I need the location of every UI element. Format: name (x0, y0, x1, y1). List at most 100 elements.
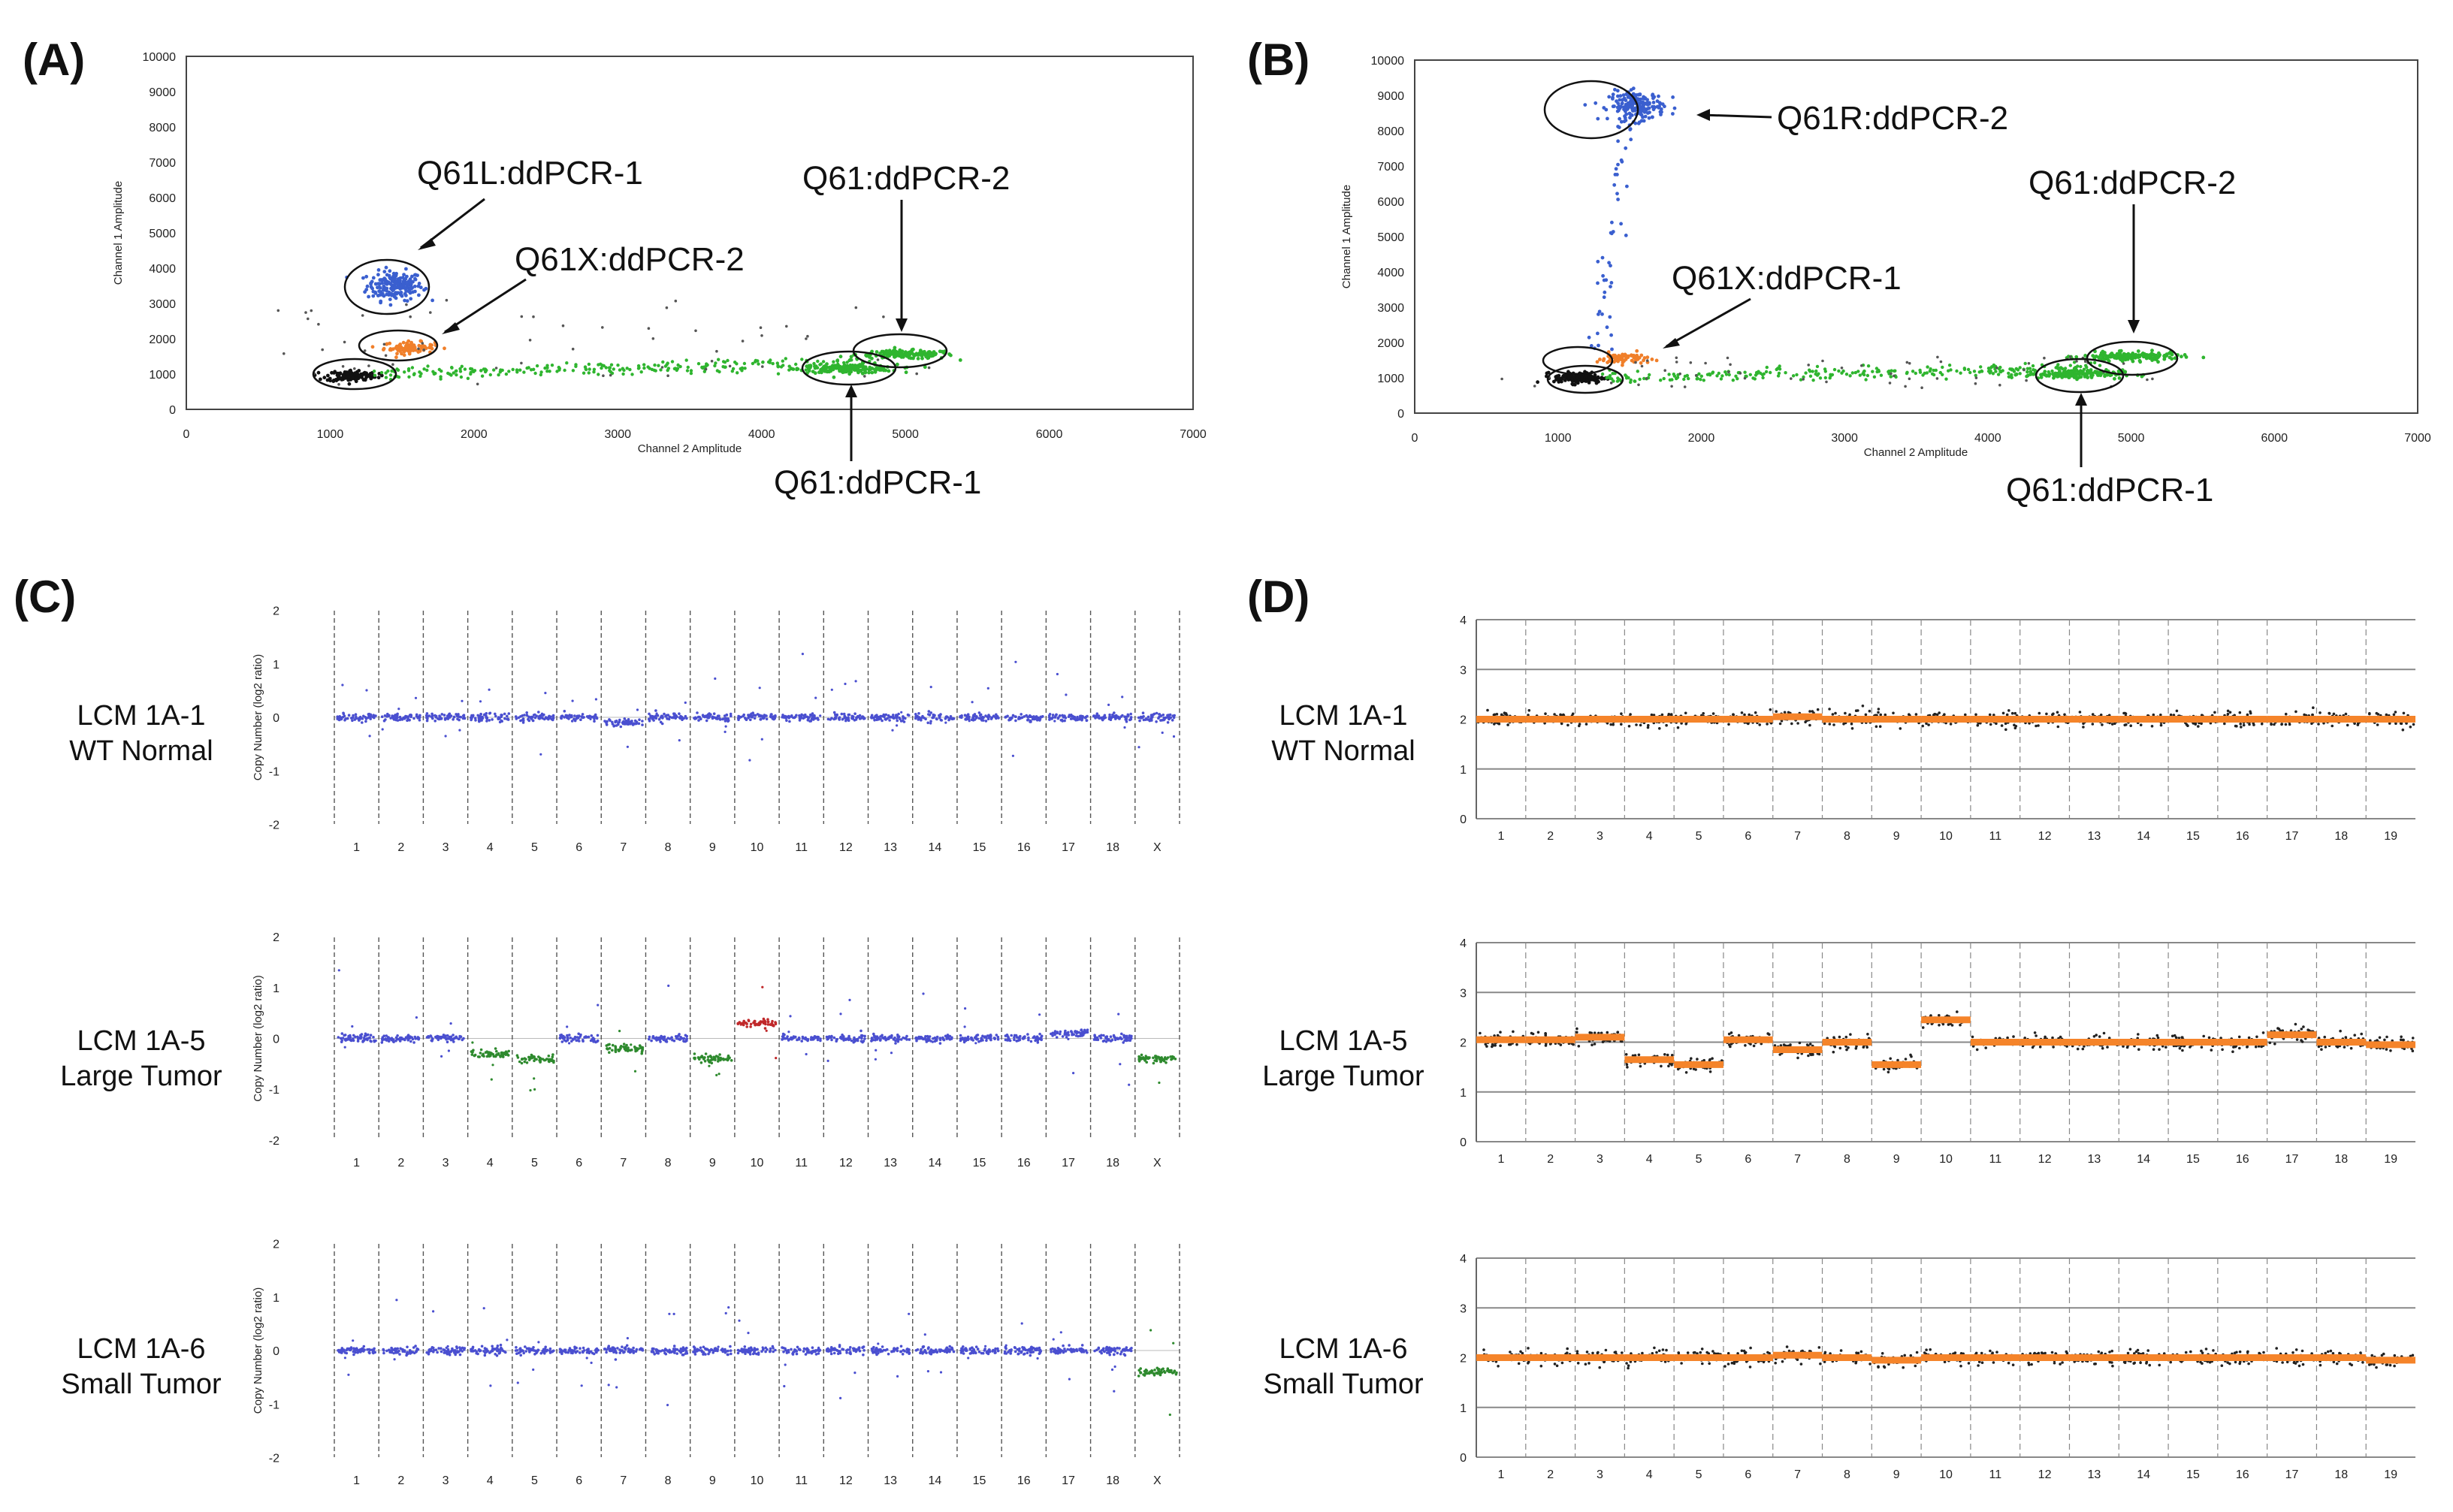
panel-c-probe-point (499, 1343, 503, 1347)
panel-a-droplet-blue (390, 293, 394, 297)
panel-b-droplet-green (1717, 371, 1720, 376)
panel-a-y-tick-label: 10000 (143, 51, 177, 64)
panel-c-probe-point (722, 1058, 725, 1061)
panel-c-probe-point (354, 1348, 358, 1352)
panel-b-droplet-green (2138, 354, 2143, 358)
panel-c-probe-point (663, 1036, 666, 1039)
panel-c-probe-point (350, 717, 353, 720)
panel-b-droplet-green (1818, 376, 1823, 380)
panel-b-droplet-green (1968, 370, 1972, 375)
panel-a-droplet-green (666, 361, 669, 365)
panel-c-probe-point (1026, 1033, 1029, 1036)
panel-b-droplet-green (2012, 370, 2016, 373)
panel-c-probe-point (461, 1038, 464, 1042)
panel-c-probe-point (612, 725, 615, 728)
panel-a-droplet-blue (379, 300, 382, 305)
panel-c-probe-point (611, 1043, 615, 1047)
panel-c-probe-point (637, 722, 641, 726)
panel-c-probe-point (503, 717, 506, 720)
panel-c-probe-point (971, 1039, 974, 1042)
panel-c-probe-point (461, 717, 465, 720)
panel-c-probe-outlier (819, 714, 822, 717)
panel-c-probe-point (766, 1023, 770, 1026)
panel-d-letter: (D) (1247, 572, 1310, 622)
panel-c-probe-point (897, 712, 900, 716)
panel-b-droplet-blue (1610, 347, 1614, 352)
panel-b-droplet-outlier (1860, 364, 1863, 367)
panel-c-chromosome-label: 8 (665, 1474, 672, 1487)
panel-c-probe-point (374, 1039, 377, 1043)
panel-c-probe-point (760, 714, 763, 717)
panel-a-droplet-outlier (405, 303, 408, 306)
panel-c-probe-point (371, 1351, 375, 1354)
panel-a-droplet-green (751, 361, 755, 366)
panel-c-probe-point (341, 716, 345, 719)
panel-a-droplet-outlier (528, 339, 532, 342)
panel-a-droplet-orange (400, 352, 403, 356)
panel-b-droplet-green (1877, 370, 1881, 373)
panel-b-droplet-blue (1600, 312, 1604, 316)
panel-c-probe-point (811, 714, 815, 718)
panel-b-droplet-blue (1651, 101, 1656, 104)
panel-a-droplet-green (730, 370, 734, 373)
panel-a-droplet-orange (385, 342, 389, 346)
panel-c-probe-point (884, 1036, 887, 1039)
panel-a-droplet-outlier (651, 337, 655, 340)
panel-c-probe-point (367, 716, 370, 720)
panel-c-probe-point (973, 1036, 977, 1040)
panel-a-droplet-green (768, 361, 772, 364)
panel-c-chromosome-label: 10 (751, 1157, 764, 1169)
panel-c-probe-point (545, 1348, 549, 1352)
panel-c-probe-point (394, 1039, 397, 1043)
panel-b-droplet-orange (1650, 358, 1654, 361)
panel-b-droplet-green (2103, 374, 2107, 379)
panel-b-droplet-outlier (2083, 360, 2087, 364)
panel-a-droplet-green (454, 370, 458, 373)
panel-c-probe-point (754, 1019, 757, 1023)
panel-b-droplet-outlier (1935, 377, 1939, 380)
panel-c-probe-point (1064, 1029, 1067, 1033)
panel-b-y-tick-label: 8000 (1377, 125, 1404, 138)
panel-a-droplet-green (419, 372, 423, 376)
panel-c-probe-point (485, 716, 488, 720)
panel-b-droplet-blue (1629, 113, 1633, 116)
panel-a-droplet-green (896, 362, 899, 367)
panel-b-droplet-outlier (1609, 382, 1613, 385)
panel-a-droplet-green (920, 356, 924, 361)
panel-c-probe-point (850, 1039, 853, 1043)
panel-b-y-tick-label: 5000 (1377, 231, 1404, 244)
panel-b-droplet-green (1667, 373, 1671, 376)
panel-c-probe-point (449, 1038, 453, 1042)
panel-c-probe-point (560, 1034, 563, 1038)
panel-c-probe-point (1071, 1033, 1074, 1036)
panel-a-droplet-green (743, 367, 747, 370)
panel-c-probe-outlier (667, 984, 670, 987)
panel-c-probe-point (400, 1037, 403, 1040)
panel-b-droplet-green (1923, 371, 1926, 376)
panel-b-droplet-green (1795, 373, 1799, 377)
panel-a-droplet-green (742, 361, 747, 366)
panel-c-probe-point (704, 1052, 708, 1055)
panel-c-probe-point (722, 717, 726, 720)
panel-c-probe-point (1071, 717, 1075, 720)
panel-c-probe-point (1152, 1056, 1155, 1060)
panel-b-droplet-blue (1637, 120, 1642, 125)
panel-c-probe-point (801, 1035, 805, 1039)
panel-b-droplet-blue (1638, 98, 1642, 102)
panel-b-droplet-green (2075, 377, 2079, 382)
panel-a-droplet-green (522, 370, 526, 374)
panel-c-probe-point (396, 1034, 399, 1037)
panel-c-probe-point (498, 1351, 501, 1354)
panel-c-probe-point (984, 720, 988, 723)
panel-b-droplet-green (1893, 369, 1897, 373)
panel-b-droplet-green (2054, 366, 2058, 370)
panel-c-probe-point (404, 1036, 408, 1039)
panel-c-probe-point (477, 1348, 481, 1351)
panel-a-droplet-blue (367, 294, 370, 299)
panel-a-droplet-blue (380, 281, 385, 285)
panel-c-probe-point (503, 712, 506, 716)
panel-c-probe-point (479, 713, 482, 716)
panel-c-probe-outlier (397, 708, 400, 711)
panel-c-probe-point (828, 1035, 831, 1038)
panel-b-x-tick-label: 6000 (2261, 432, 2288, 445)
